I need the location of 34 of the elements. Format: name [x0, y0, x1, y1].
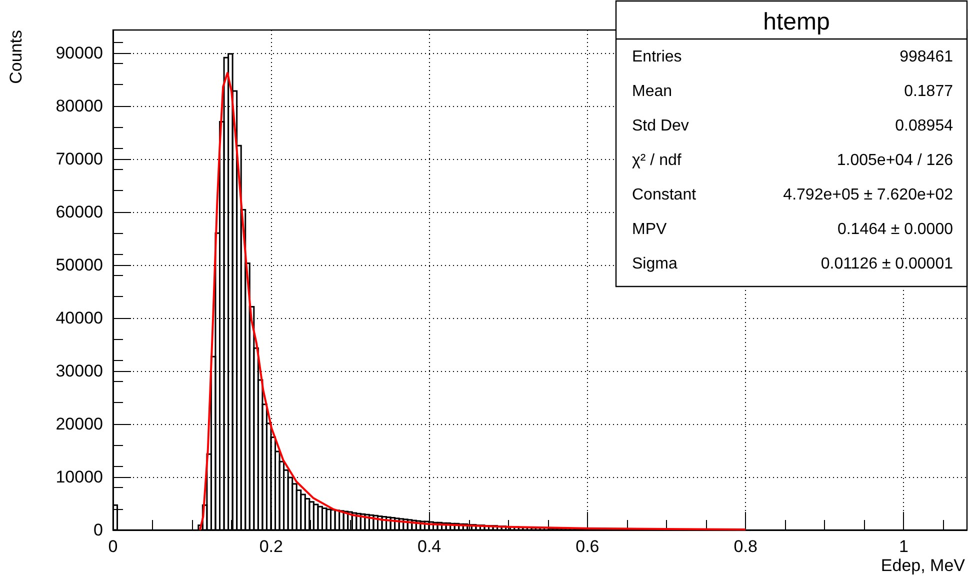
x-tick-label: 0	[108, 537, 118, 556]
y-tick-label: 30000	[56, 361, 103, 380]
annotation: MPV	[632, 221, 667, 238]
y-tick-label: 10000	[56, 467, 103, 486]
annotation: 998461	[900, 48, 954, 66]
annotation: 0.1877	[904, 83, 954, 100]
y-tick-label: 60000	[56, 202, 103, 222]
y-tick-label: 50000	[56, 255, 103, 274]
annotation: Mean	[632, 83, 672, 100]
y-tick-label: 90000	[56, 43, 103, 62]
y-tick-label: 40000	[56, 308, 103, 328]
x-tick-label: 0.6	[576, 537, 600, 556]
x-tick-label: 1	[899, 537, 908, 556]
x-axis-title: Edep, MeV	[880, 556, 966, 575]
line-series	[198, 72, 747, 531]
annotation: 4.792e+05 ± 7.620e+02	[783, 186, 954, 204]
x-tick-label: 0.2	[259, 537, 283, 556]
annotation: Std Dev	[632, 118, 689, 134]
annotation: Entries	[632, 48, 682, 66]
y-tick-label: 70000	[56, 149, 103, 168]
annotation: 0.01126 ± 0.00001	[820, 256, 954, 272]
annotation: 1.005e+04 / 126	[836, 152, 954, 169]
y-tick-label: 20000	[56, 414, 103, 434]
annotation: Constant	[632, 186, 697, 204]
annotation: 0.1464 ± 0.0000	[837, 221, 954, 238]
annotation: χ² / ndf	[632, 152, 682, 169]
chart-title: htemp	[763, 8, 830, 36]
x-tick-label: 0.4	[417, 537, 442, 556]
y-tick-label: 0	[94, 520, 103, 540]
x-tick-label: 0.8	[734, 537, 758, 556]
y-axis-title: Counts	[6, 30, 26, 84]
annotation: Sigma	[632, 256, 678, 272]
annotation: 0.08954	[895, 118, 954, 134]
y-tick-label: 80000	[56, 96, 103, 116]
